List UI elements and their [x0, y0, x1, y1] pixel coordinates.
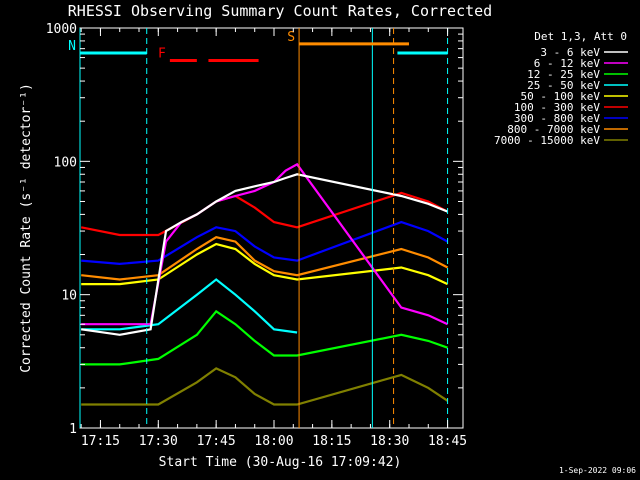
x-tick-label: 18:15: [312, 434, 351, 449]
plot-frame: [79, 27, 464, 429]
series-line: [80, 191, 449, 237]
legend-entry-label: 800 - 7000 keV: [507, 123, 600, 136]
legend-entry-label: 25 - 50 keV: [527, 79, 600, 92]
y-tick-label: 100: [54, 155, 77, 170]
series-line: [81, 242, 449, 286]
legend-entry-label: 3 - 6 keV: [540, 46, 600, 59]
x-tick-label: 17:30: [139, 434, 178, 449]
legend-title: Det 1,3, Att 0: [534, 30, 627, 43]
chart-title: RHESSI Observing Summary Count Rates, Co…: [68, 2, 492, 20]
series-line: [81, 278, 298, 334]
x-tick-label: 18:00: [254, 434, 293, 449]
legend-entry-label: 12 - 25 keV: [527, 68, 600, 81]
y-tick-label: 10: [61, 289, 77, 304]
series-line: [81, 367, 449, 406]
y-axis: 1 10 100 1000: [46, 22, 463, 437]
flag-label: F: [158, 47, 166, 62]
plot-layer: N F S: [68, 28, 449, 428]
y-tick-label: 1: [69, 422, 77, 437]
x-tick-label: 17:45: [197, 434, 236, 449]
x-tick-label: 17:15: [81, 434, 120, 449]
series-line: [81, 220, 449, 266]
legend-entry-label: 7000 - 15000 keV: [494, 134, 600, 147]
series-line: [81, 309, 448, 366]
x-axis-label: Start Time (30-Aug-16 17:09:42): [159, 455, 402, 470]
x-tick-label: 18:30: [370, 434, 409, 449]
y-axis-label: Corrected Count Rate (s⁻¹ detector⁻¹): [19, 83, 34, 373]
flag-label: S: [287, 30, 295, 45]
timestamp: 1-Sep-2022 09:06: [559, 466, 636, 475]
legend-entry-label: 100 - 300 keV: [514, 101, 600, 114]
series-line: [81, 236, 449, 281]
y-tick-label: 1000: [46, 22, 77, 37]
legend-entry-label: 6 - 12 keV: [534, 57, 601, 70]
legend-entry-label: 300 - 800 keV: [514, 112, 600, 125]
x-axis: 17:15 17:30 17:45 18:00 18:15 18:30 18:45: [80, 28, 467, 449]
series-line: [81, 173, 449, 336]
flag-label: N: [68, 39, 76, 54]
x-tick-label: 18:45: [428, 434, 467, 449]
series-line: [81, 162, 449, 326]
legend-entry-label: 50 - 100 keV: [521, 90, 601, 103]
